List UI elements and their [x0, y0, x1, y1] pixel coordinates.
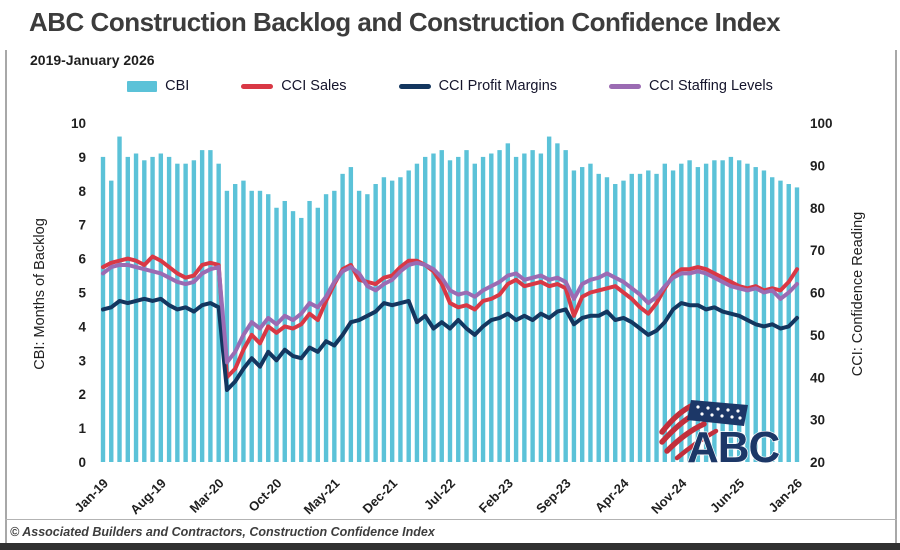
svg-text:20: 20	[810, 455, 825, 470]
svg-text:1: 1	[78, 421, 86, 436]
svg-text:Jan-19: Jan-19	[71, 476, 111, 516]
legend-item-cci-profit-margins: CCI Profit Margins	[398, 78, 558, 94]
svg-text:Feb-23: Feb-23	[476, 476, 516, 516]
svg-text:Jun-25: Jun-25	[707, 476, 747, 516]
cci-sales-line	[101, 254, 799, 380]
svg-text:8: 8	[78, 184, 86, 199]
svg-text:4: 4	[78, 319, 86, 334]
legend-label-cbi: CBI	[165, 78, 190, 94]
bottom-edge-bar	[0, 543, 900, 550]
chart-title: ABC Construction Backlog and Constructio…	[29, 7, 781, 37]
svg-text:Apr-24: Apr-24	[592, 475, 632, 515]
footer-divider	[5, 519, 897, 520]
svg-text:7: 7	[78, 218, 86, 233]
svg-text:Nov-24: Nov-24	[648, 475, 690, 517]
svg-text:30: 30	[810, 413, 825, 428]
svg-text:Aug-19: Aug-19	[127, 476, 169, 518]
left-axis-ticks: 0 1 2 3 4 5 6 7 8 9 10	[71, 116, 87, 470]
cbi-swatch-icon	[127, 80, 158, 92]
svg-text:Sep-23: Sep-23	[533, 476, 574, 517]
svg-text:50: 50	[810, 328, 825, 343]
legend-item-cbi: CBI	[127, 78, 189, 94]
legend-item-cci-staffing: CCI Staffing Levels	[609, 78, 773, 94]
chart-legend: CBI CCI Sales CCI Profit Margins CCI Sta…	[60, 78, 840, 94]
cci-staffing-levels-line	[101, 260, 799, 365]
cci-staffing-swatch-icon	[609, 83, 642, 89]
svg-text:70: 70	[810, 243, 825, 258]
svg-text:2: 2	[78, 387, 86, 402]
svg-text:Mar-20: Mar-20	[187, 476, 227, 516]
abc-logo-text: ABC	[687, 423, 780, 472]
chart-subtitle: 2019-January 2026	[30, 52, 155, 68]
svg-text:40: 40	[810, 370, 825, 385]
svg-text:9: 9	[78, 150, 86, 165]
right-axis-title: CCI: Confidence Reading	[850, 212, 866, 376]
cci-sales-swatch-icon	[241, 83, 274, 89]
svg-text:6: 6	[78, 252, 86, 267]
svg-text:0: 0	[78, 455, 86, 470]
legend-label-cci-sales: CCI Sales	[281, 78, 347, 94]
footer-credit: © Associated Builders and Contractors, C…	[10, 525, 435, 539]
svg-text:80: 80	[810, 201, 825, 216]
svg-text:Oct-20: Oct-20	[245, 476, 284, 515]
cci-profit-margins-swatch-icon	[398, 83, 431, 89]
svg-text:3: 3	[78, 353, 86, 368]
svg-text:Dec-21: Dec-21	[360, 476, 401, 517]
left-axis-title: CBI: Months of Backlog	[32, 218, 48, 370]
legend-label-cci-profit-margins: CCI Profit Margins	[438, 78, 558, 94]
right-axis-ticks: 20 30 40 50 60 70 80 90 100	[810, 116, 833, 470]
cci-profit-margins-line	[101, 296, 799, 392]
legend-item-cci-sales: CCI Sales	[241, 78, 347, 94]
panel-border-right	[895, 50, 897, 543]
svg-text:10: 10	[71, 116, 86, 131]
abc-logo: ABC	[659, 400, 781, 473]
svg-text:Jul-22: Jul-22	[421, 476, 458, 513]
svg-text:5: 5	[78, 286, 86, 301]
svg-text:May-21: May-21	[301, 476, 343, 518]
svg-text:60: 60	[810, 286, 825, 301]
panel-border-left	[5, 50, 7, 543]
svg-text:Jan-26: Jan-26	[765, 476, 805, 516]
svg-text:100: 100	[810, 116, 833, 131]
x-axis-ticks: Jan-19 Aug-19 Mar-20 Oct-20 May-21 Dec-21 Jul-…	[71, 475, 805, 517]
svg-text:90: 90	[810, 158, 825, 173]
legend-label-cci-staffing: CCI Staffing Levels	[649, 78, 773, 94]
